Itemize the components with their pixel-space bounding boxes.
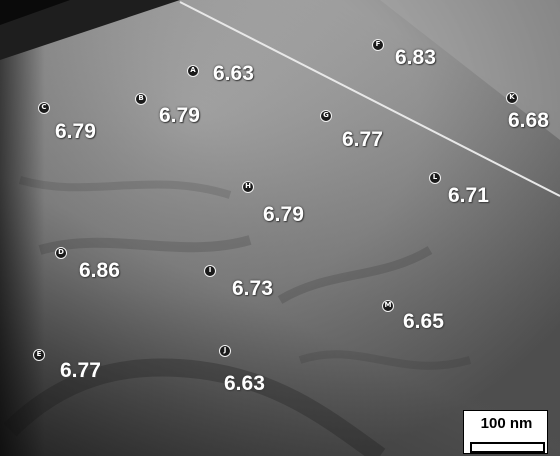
point-marker-e: E	[33, 349, 45, 361]
point-marker-b: B	[135, 93, 147, 105]
point-value-j: 6.63	[224, 372, 265, 395]
point-marker-i: I	[204, 265, 216, 277]
point-value-i: 6.73	[232, 277, 273, 300]
point-value-f: 6.83	[395, 46, 436, 69]
point-marker-h: H	[242, 181, 254, 193]
point-marker-d: D	[55, 247, 67, 259]
point-marker-a: A	[187, 65, 199, 77]
point-marker-c: C	[38, 102, 50, 114]
point-marker-m: M	[382, 300, 394, 312]
point-marker-f: F	[372, 39, 384, 51]
point-value-d: 6.86	[79, 259, 120, 282]
point-marker-g: G	[320, 110, 332, 122]
scale-bar-box: 100 nm	[463, 410, 548, 454]
grain-boundary-line	[179, 1, 560, 197]
point-value-g: 6.77	[342, 128, 383, 151]
point-value-b: 6.79	[159, 104, 200, 127]
point-value-a: 6.63	[213, 62, 254, 85]
point-marker-k: K	[506, 92, 518, 104]
point-value-e: 6.77	[60, 359, 101, 382]
scale-bar-label: 100 nm	[480, 415, 533, 432]
point-value-h: 6.79	[263, 203, 304, 226]
point-value-k: 6.68	[508, 109, 549, 132]
point-value-l: 6.71	[448, 184, 489, 207]
point-value-c: 6.79	[55, 120, 96, 143]
scale-bar	[470, 442, 545, 453]
point-marker-j: J	[219, 345, 231, 357]
point-marker-l: L	[429, 172, 441, 184]
point-value-m: 6.65	[403, 310, 444, 333]
